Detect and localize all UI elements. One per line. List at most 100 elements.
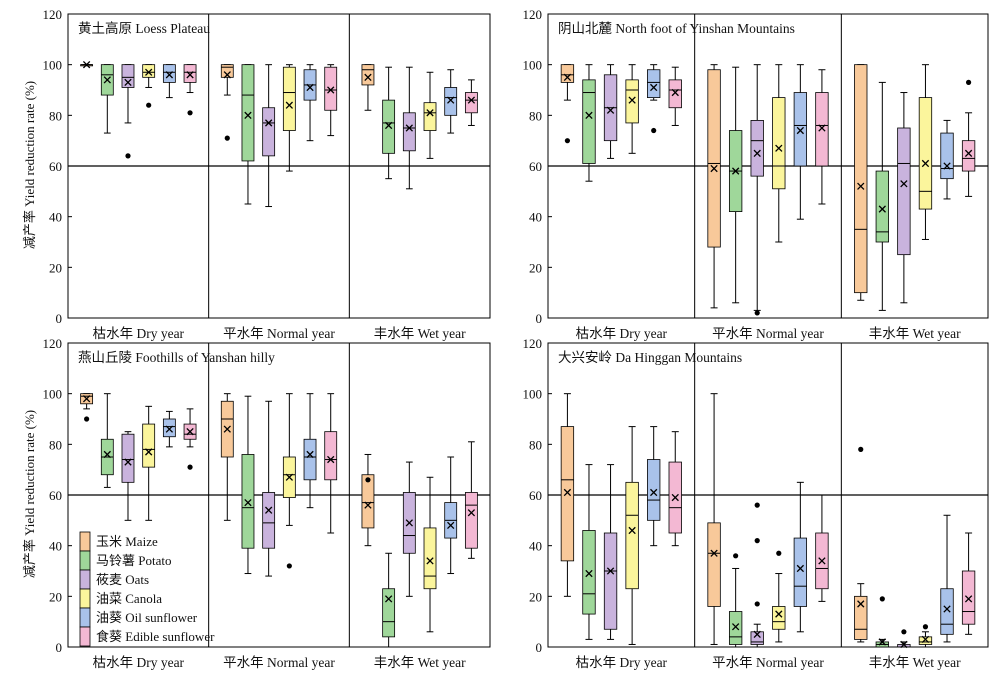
iqr-box [361,64,375,86]
mean-marker [921,635,930,644]
iqr-box [772,97,786,190]
mean-marker [857,600,865,608]
mean-marker [775,144,783,152]
mean-marker [585,111,593,119]
iqr-box [707,522,721,607]
iqr-box [220,64,234,78]
y-axis-label-top: 减产率 Yield reduction rate (%) [22,81,37,249]
iqr-box [303,438,317,481]
mean-marker [186,428,194,436]
box-maize [854,64,868,301]
mean-marker [878,638,886,646]
box-oil-sunflower [647,426,661,547]
panel-loess-plateau: 0 20 40 60 80 100 120 黄土高原 Loess Plateau 枯水年 Dry… [43,7,491,341]
box-oats [402,461,416,597]
group-label: 枯水年 Dry year [576,326,668,341]
iqr-box [402,112,416,152]
box-maize [80,393,94,422]
box-maize [560,64,575,144]
mean-marker [384,595,393,603]
legend-item: 食葵 Edible sunflower [79,626,215,647]
iqr-box [750,631,764,645]
mean-marker [426,109,434,117]
box-canola [625,64,639,154]
box-oats [603,464,618,640]
panel-title: 阴山北麓 North foot of Yinshan Mountains [558,21,795,36]
y-tick-label: 20 [529,260,542,275]
iqr-box [241,454,255,549]
legend-swatch [79,569,91,590]
box-maize [80,61,94,69]
y-tick-label: 60 [49,159,62,174]
iqr-box [423,102,437,131]
outlier-point [754,310,760,316]
mean-marker [731,167,740,175]
mean-marker [124,458,132,466]
y-tick-label: 100 [43,387,63,402]
mean-marker [285,101,294,109]
box-edible-sunflower [815,494,829,602]
mean-marker [628,526,636,535]
outlier-point [879,596,885,602]
box-canola [918,624,933,648]
outlier-point [754,502,760,508]
legend-label: 马铃薯 Potato [96,553,171,568]
legend-label: 油菜 Canola [96,591,162,606]
legend-swatch [79,531,91,552]
mean-marker [264,119,273,127]
mean-marker [753,149,761,157]
iqr-box [560,64,575,83]
mean-marker [384,121,393,130]
box-potato [728,66,743,304]
mean-marker [671,493,679,502]
box-potato [382,552,396,648]
legend: 玉米 Maize 马铃薯 Potato 莜麦 Oats 油菜 Canola 油葵 Oil… [79,531,215,647]
legend-label: 玉米 Maize [96,534,158,549]
box-oats [750,64,764,316]
box-oil-sunflower [793,481,808,633]
box-potato [241,395,255,575]
iqr-box [262,492,276,549]
legend-swatch [79,588,91,609]
box-potato [241,64,255,205]
y-tick-label: 120 [523,7,543,22]
iqr-box [444,87,458,116]
mean-marker [447,521,455,530]
panel-yanshan-foothills: 0 20 40 60 80 100 120 燕山丘陵 Foothills of Yanshan… [43,336,491,670]
box-potato [728,553,743,648]
outlier-point [858,446,864,452]
box-oats [603,64,618,159]
outlier-point [754,538,760,544]
mean-marker [628,96,636,104]
panel-title: 黄土高原 Loess Plateau [78,20,210,36]
box-oil-sunflower [940,119,954,200]
y-tick-label: 0 [536,640,543,655]
iqr-box [897,127,911,256]
mean-marker [585,569,593,578]
mean-marker [650,83,658,92]
y-tick-label: 80 [529,437,542,452]
box-oil-sunflower [444,69,458,134]
legend-swatch [79,626,91,647]
mean-marker [943,162,951,170]
mean-marker [103,450,111,459]
mean-marker [186,71,194,79]
group-label: 平水年 Normal year [223,655,335,670]
box-canola [142,64,156,108]
iqr-box [423,527,437,590]
box-canola [423,71,437,159]
mean-marker [900,640,908,649]
box-maize [361,64,375,111]
outlier-point [901,629,907,635]
group-label: 丰水年 Wet year [869,326,961,341]
box-edible-sunflower [668,431,682,547]
mean-marker [223,71,231,79]
box-potato [582,64,596,182]
box-maize [220,64,234,141]
mean-marker [223,425,231,433]
box-canola [282,64,296,172]
mean-marker [671,88,679,97]
y-tick-label: 20 [529,589,542,604]
iqr-box [121,433,135,483]
iqr-box [940,132,954,180]
